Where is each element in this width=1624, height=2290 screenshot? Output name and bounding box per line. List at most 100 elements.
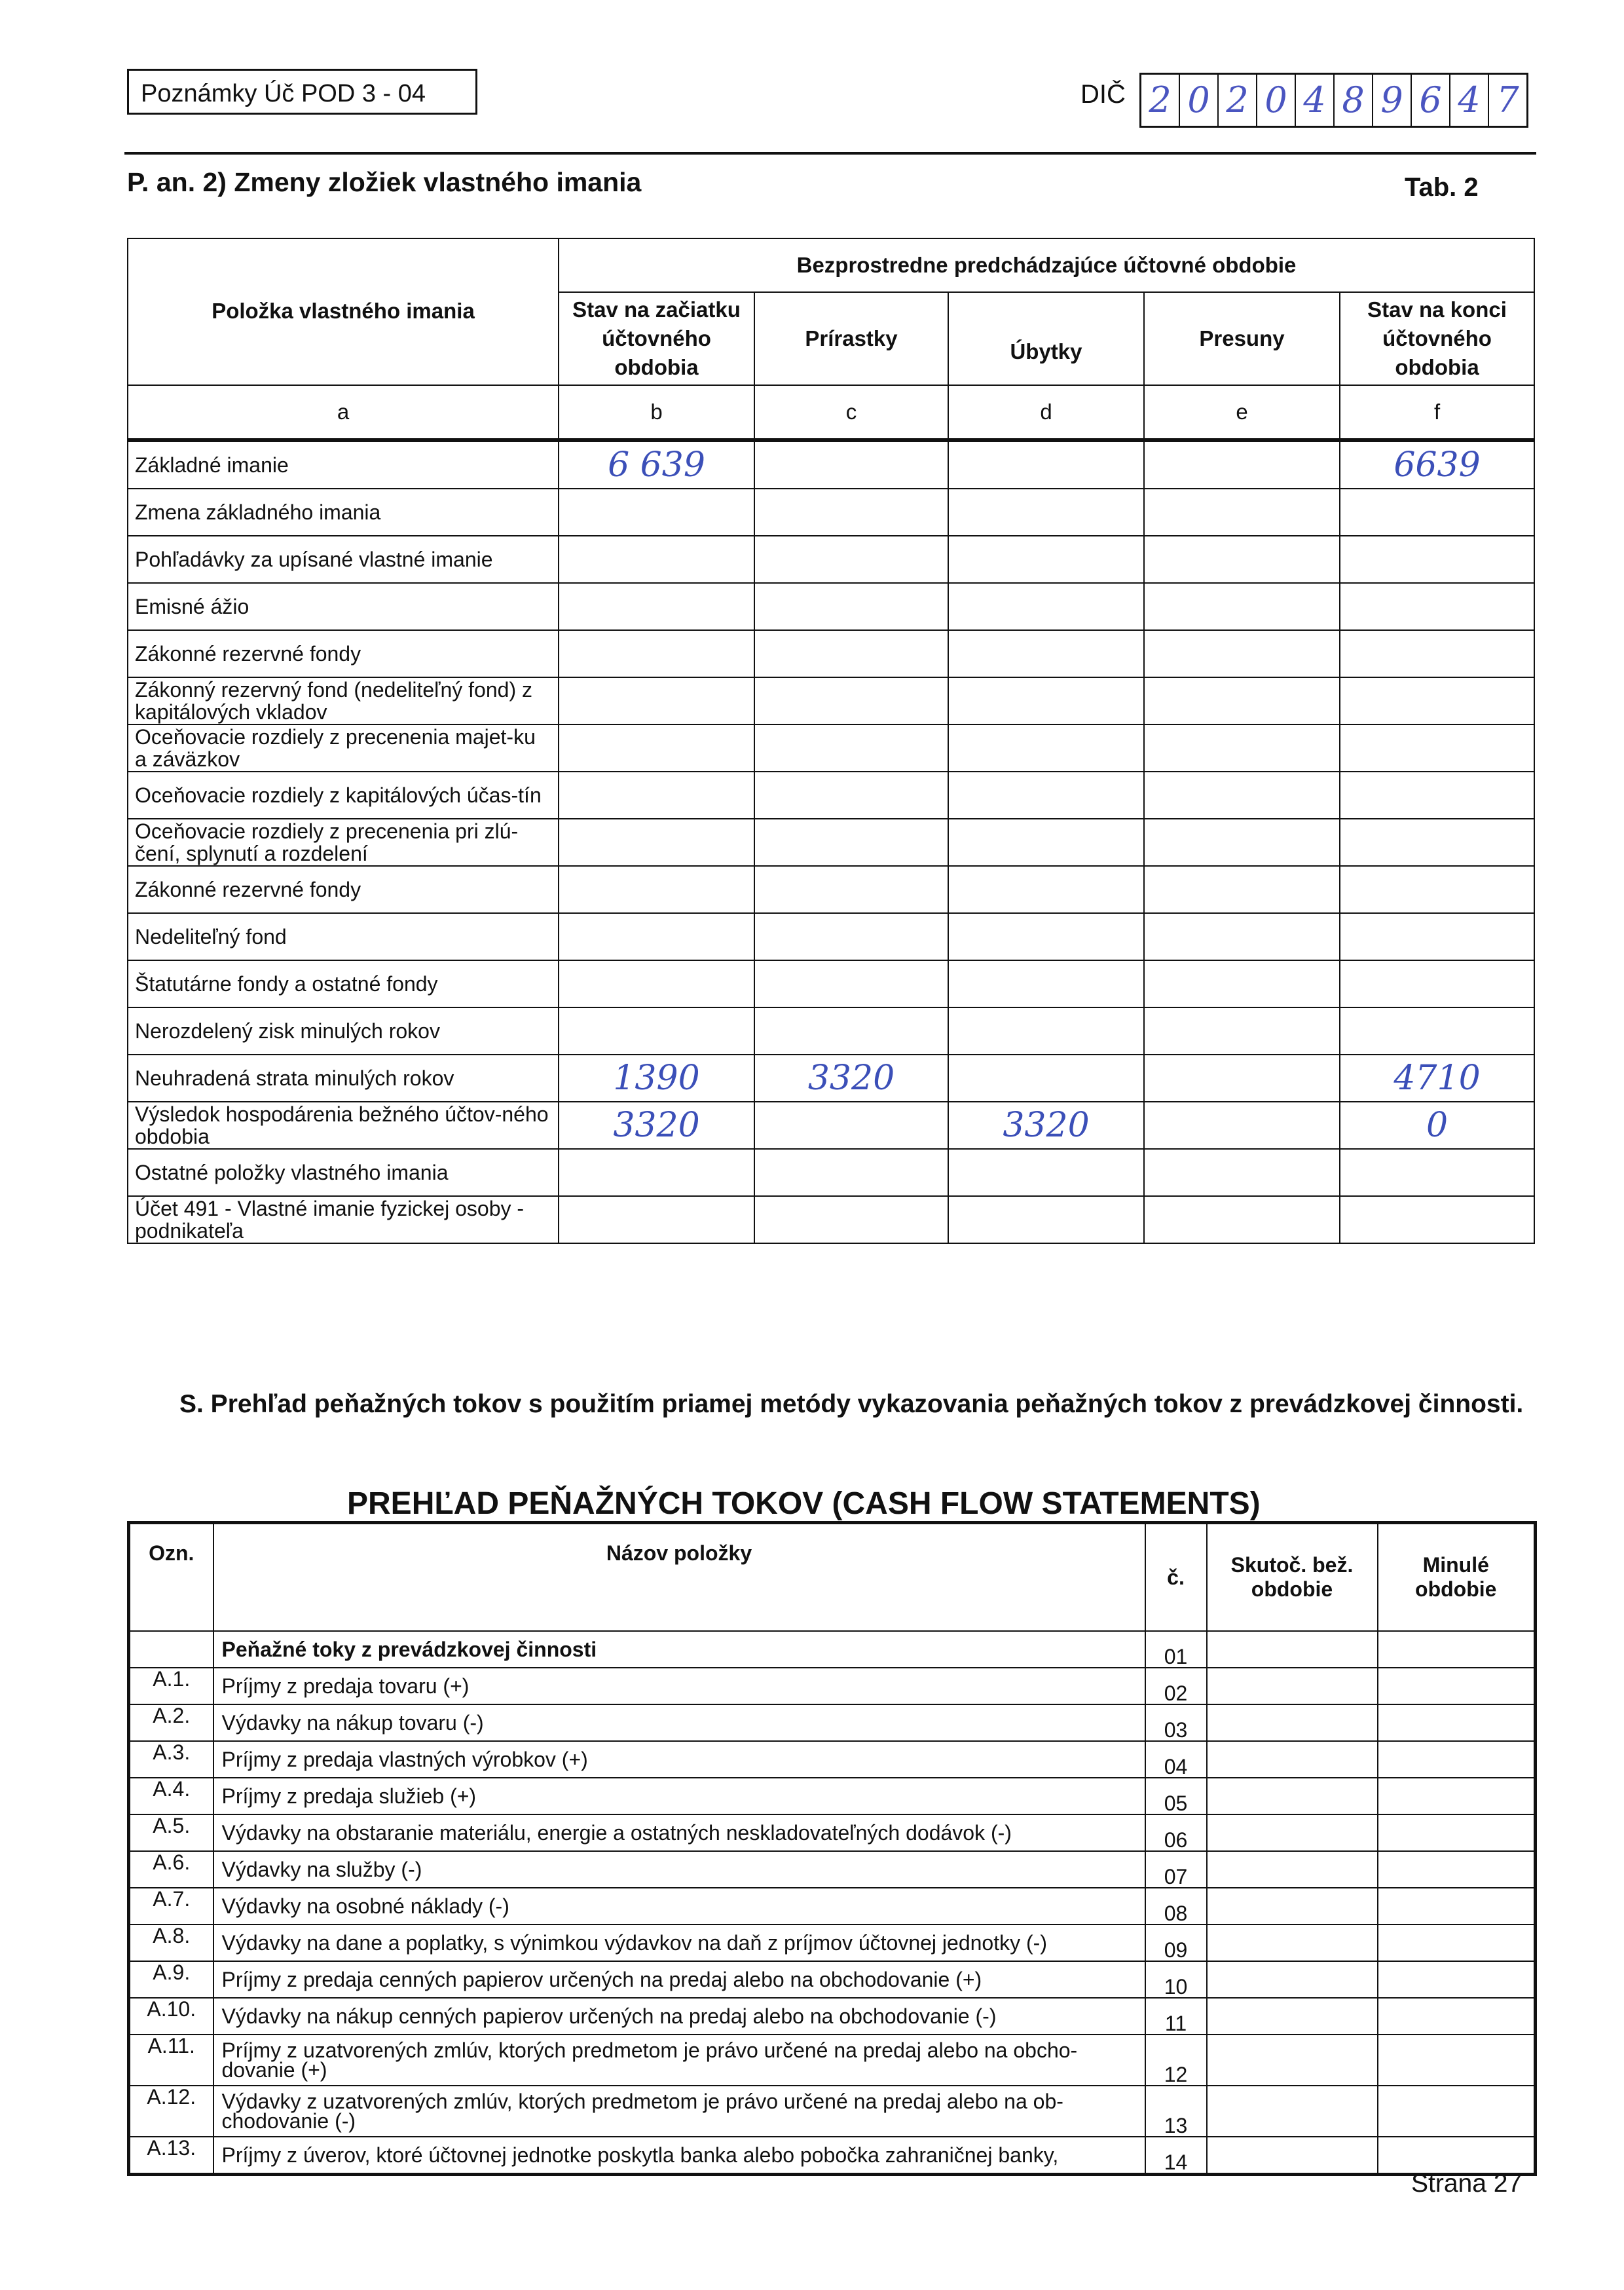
value-cell-c[interactable] — [754, 1195, 949, 1244]
value-cell-b[interactable] — [558, 960, 755, 1008]
value-current[interactable] — [1206, 1667, 1378, 1705]
value-cell-e[interactable] — [1143, 488, 1340, 536]
value-cell-e[interactable] — [1143, 818, 1340, 867]
value-cell-c[interactable] — [754, 582, 949, 631]
value-cell-e[interactable] — [1143, 440, 1340, 489]
value-cell-d[interactable] — [948, 865, 1145, 914]
value-cell-d[interactable] — [948, 1054, 1145, 1102]
value-cell-d[interactable] — [948, 488, 1145, 536]
value-cell-c[interactable] — [754, 818, 949, 867]
value-previous[interactable] — [1376, 2085, 1536, 2137]
value-cell-c[interactable] — [754, 677, 949, 725]
value-cell-e[interactable] — [1143, 1148, 1340, 1197]
value-current[interactable] — [1206, 1814, 1378, 1852]
value-cell-e[interactable] — [1143, 1007, 1340, 1055]
value-cell-d[interactable] — [948, 440, 1145, 489]
value-cell-c[interactable] — [754, 771, 949, 819]
value-current[interactable] — [1206, 1850, 1378, 1888]
value-previous[interactable] — [1376, 1740, 1536, 1778]
value-cell-f[interactable]: 0 — [1338, 1101, 1536, 1150]
value-current[interactable] — [1206, 2136, 1378, 2175]
value-previous[interactable] — [1376, 1887, 1536, 1925]
value-previous[interactable] — [1376, 1667, 1536, 1705]
value-current[interactable] — [1206, 1740, 1378, 1778]
value-cell-d[interactable] — [948, 535, 1145, 584]
value-cell-b[interactable] — [558, 677, 755, 725]
value-cell-d[interactable] — [948, 629, 1145, 678]
value-cell-f[interactable] — [1338, 818, 1536, 867]
value-previous[interactable] — [1376, 1924, 1536, 1962]
value-previous[interactable] — [1376, 1630, 1536, 1668]
value-current[interactable] — [1206, 1961, 1378, 1999]
value-cell-b[interactable] — [558, 724, 755, 772]
value-cell-d[interactable] — [948, 960, 1145, 1008]
value-previous[interactable] — [1376, 2136, 1536, 2175]
value-previous[interactable] — [1376, 1777, 1536, 1815]
value-previous[interactable] — [1376, 2034, 1536, 2086]
value-cell-e[interactable] — [1143, 535, 1340, 584]
value-cell-e[interactable] — [1143, 771, 1340, 819]
value-current[interactable] — [1206, 1704, 1378, 1742]
value-cell-f[interactable] — [1338, 677, 1536, 725]
value-previous[interactable] — [1376, 1997, 1536, 2035]
value-cell-d[interactable] — [948, 1148, 1145, 1197]
value-current[interactable] — [1206, 1887, 1378, 1925]
value-cell-d[interactable] — [948, 818, 1145, 867]
value-current[interactable] — [1206, 1924, 1378, 1962]
value-cell-b[interactable] — [558, 1195, 755, 1244]
value-cell-c[interactable] — [754, 1148, 949, 1197]
value-cell-d[interactable] — [948, 724, 1145, 772]
value-cell-f[interactable] — [1338, 535, 1536, 584]
value-cell-c[interactable] — [754, 865, 949, 914]
value-cell-f[interactable]: 4710 — [1338, 1054, 1536, 1102]
value-cell-c[interactable] — [754, 629, 949, 678]
value-cell-e[interactable] — [1143, 1101, 1340, 1150]
value-current[interactable] — [1206, 2085, 1378, 2137]
value-cell-c[interactable] — [754, 535, 949, 584]
value-previous[interactable] — [1376, 1704, 1536, 1742]
value-cell-e[interactable] — [1143, 960, 1340, 1008]
value-cell-d[interactable] — [948, 1007, 1145, 1055]
value-cell-d[interactable]: 3320 — [948, 1101, 1145, 1150]
value-cell-b[interactable] — [558, 771, 755, 819]
value-cell-f[interactable] — [1338, 582, 1536, 631]
value-cell-e[interactable] — [1143, 677, 1340, 725]
value-cell-c[interactable] — [754, 724, 949, 772]
value-cell-d[interactable] — [948, 677, 1145, 725]
value-current[interactable] — [1206, 2034, 1378, 2086]
value-cell-e[interactable] — [1143, 724, 1340, 772]
value-cell-c[interactable] — [754, 488, 949, 536]
value-cell-f[interactable] — [1338, 771, 1536, 819]
value-cell-f[interactable] — [1338, 865, 1536, 914]
value-cell-b[interactable] — [558, 535, 755, 584]
value-previous[interactable] — [1376, 1814, 1536, 1852]
value-cell-b[interactable] — [558, 1007, 755, 1055]
value-cell-d[interactable] — [948, 912, 1145, 961]
value-cell-b[interactable] — [558, 912, 755, 961]
value-cell-d[interactable] — [948, 771, 1145, 819]
value-cell-e[interactable] — [1143, 629, 1340, 678]
value-cell-d[interactable] — [948, 582, 1145, 631]
value-cell-e[interactable] — [1143, 582, 1340, 631]
value-cell-e[interactable] — [1143, 1195, 1340, 1244]
value-previous[interactable] — [1376, 1961, 1536, 1999]
value-cell-b[interactable] — [558, 818, 755, 867]
value-cell-b[interactable] — [558, 1148, 755, 1197]
value-cell-f[interactable] — [1338, 1195, 1536, 1244]
value-cell-f[interactable] — [1338, 629, 1536, 678]
value-current[interactable] — [1206, 1997, 1378, 2035]
value-cell-b[interactable]: 3320 — [558, 1101, 755, 1150]
value-cell-e[interactable] — [1143, 1054, 1340, 1102]
value-cell-f[interactable] — [1338, 912, 1536, 961]
value-cell-b[interactable] — [558, 629, 755, 678]
value-current[interactable] — [1206, 1630, 1378, 1668]
value-cell-b[interactable]: 6 639 — [558, 440, 755, 489]
value-cell-f[interactable] — [1338, 488, 1536, 536]
value-cell-e[interactable] — [1143, 912, 1340, 961]
value-cell-c[interactable] — [754, 1101, 949, 1150]
value-cell-f[interactable]: 6639 — [1338, 440, 1536, 489]
value-cell-c[interactable]: 3320 — [754, 1054, 949, 1102]
value-current[interactable] — [1206, 1777, 1378, 1815]
value-cell-c[interactable] — [754, 440, 949, 489]
value-cell-c[interactable] — [754, 912, 949, 961]
